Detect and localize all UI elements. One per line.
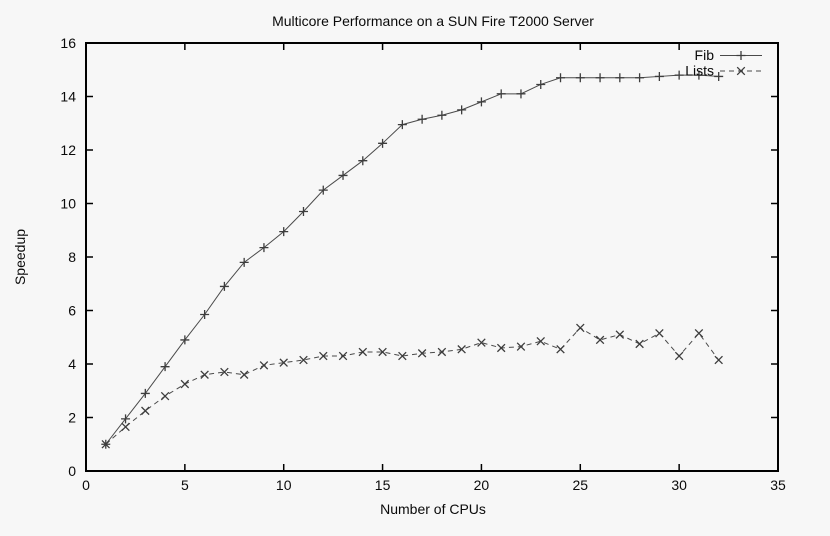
legend-label-lists: Lists [685,63,714,79]
chart-title: Multicore Performance on a SUN Fire T200… [272,13,594,29]
lists-marker [279,358,288,367]
lists-marker [536,337,546,346]
fib-marker [694,70,704,80]
fib-marker [536,79,546,89]
fib-marker [635,73,645,83]
x-tick-label: 0 [82,477,90,493]
lists-marker [141,406,150,416]
lists-marker [576,323,585,333]
fib-marker [476,97,486,107]
lists-marker [259,361,269,370]
plot-border [85,42,779,472]
lists-marker [457,345,466,354]
fib-marker [674,70,684,80]
lists-marker [655,328,664,338]
lists-marker [160,391,170,401]
y-tick-label: 8 [68,249,76,265]
fib-marker [496,89,506,99]
fib-marker [397,120,407,130]
legend-label-fib: Fib [695,47,715,63]
fib-line [105,74,719,445]
fib-marker [298,207,308,217]
lists-marker [615,330,625,339]
lists-marker [180,379,190,389]
x-tick-label: 35 [770,477,786,493]
data-series [101,70,724,449]
lists-marker [694,328,704,338]
lists-marker [358,347,368,357]
y-tick-label: 0 [68,463,76,479]
x-tick-label: 5 [181,477,189,493]
fib-marker [318,185,328,195]
y-axis-label: Speedup [12,229,28,285]
fib-marker [595,73,605,83]
y-tick-label: 14 [60,89,76,105]
fib-marker [338,170,348,180]
fib-marker [556,73,566,83]
lists-marker [595,335,605,345]
lists-marker [338,351,348,361]
fib-marker [121,414,131,424]
lists-marker [220,367,229,377]
fib-marker [180,335,190,345]
lists-marker [101,439,111,449]
fib-marker [358,156,368,166]
fib-marker [279,227,289,237]
lists-marker [477,338,486,347]
fib-marker [200,310,210,320]
lists-marker [200,370,209,379]
y-tick-label: 16 [60,35,76,51]
legend-marker-fib [736,51,746,60]
y-tick-label: 10 [60,196,76,212]
lists-marker [674,351,684,361]
x-tick-label: 20 [474,477,490,493]
axis-ticks [85,42,779,472]
fib-marker [417,114,427,124]
fib-marker [714,71,724,81]
lists-marker [378,347,387,357]
lists-marker [714,355,723,365]
axis-tick-labels: 0 5 10 15 20 25 30 35 0 2 4 6 8 10 12 14 16 [60,35,786,493]
x-tick-label: 30 [671,477,687,493]
x-tick-label: 25 [572,477,588,493]
lists-marker [121,422,130,432]
lists-marker [417,349,427,358]
lists-marker [516,342,526,351]
legend-marker-lists [736,66,746,76]
y-tick-label: 4 [68,356,76,372]
fib-marker [615,73,625,83]
lists-line [105,327,720,445]
fib-marker [219,281,229,291]
lists-marker [556,345,565,354]
x-tick-label: 15 [375,477,391,493]
lists-marker [318,351,328,361]
y-tick-label: 6 [68,303,76,319]
fib-marker [437,110,447,120]
fib-marker [378,138,388,148]
lists-marker [437,347,447,357]
y-tick-label: 12 [60,142,76,158]
x-axis-label: Number of CPUs [380,501,486,517]
fib-marker [575,73,585,83]
fib-marker [140,388,150,398]
lists-marker [299,355,308,365]
x-tick-label: 10 [276,477,292,493]
fib-marker [457,105,467,115]
lists-marker [239,370,249,379]
y-tick-label: 2 [68,410,76,426]
fib-marker [516,89,526,99]
lists-marker [635,339,644,349]
fib-marker [239,257,249,267]
fib-marker [654,71,664,81]
lists-marker [496,343,506,353]
lists-marker [398,351,407,361]
fib-marker [259,243,269,253]
fib-marker [160,362,170,372]
